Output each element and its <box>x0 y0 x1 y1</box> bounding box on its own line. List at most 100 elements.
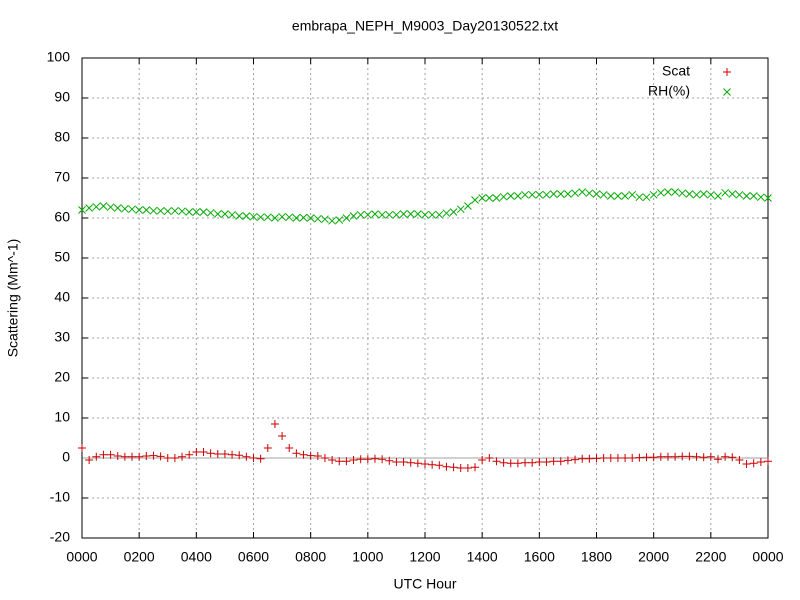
point <box>371 210 379 218</box>
point <box>735 190 744 199</box>
point <box>706 452 715 461</box>
point <box>335 457 344 466</box>
y-tick-label: 50 <box>54 249 70 265</box>
x-tick-label: 1400 <box>467 549 498 565</box>
point <box>99 450 108 459</box>
point <box>421 210 429 219</box>
point <box>135 206 144 214</box>
x-tick-label: 1000 <box>352 549 383 565</box>
point <box>528 190 537 199</box>
y-tick-label: 10 <box>54 409 70 425</box>
point <box>463 464 472 472</box>
point <box>671 452 680 461</box>
point <box>506 192 515 200</box>
y-tick-label: 40 <box>54 289 70 305</box>
chart-title: embrapa_NEPH_M9003_Day20130522.txt <box>292 18 558 34</box>
point <box>313 214 322 223</box>
point <box>492 457 501 466</box>
point <box>242 452 251 461</box>
y-tick-label: -20 <box>50 529 70 545</box>
point <box>764 457 772 466</box>
point <box>664 188 672 196</box>
point <box>306 214 315 222</box>
point <box>713 455 722 464</box>
point <box>699 190 708 198</box>
point <box>614 192 622 200</box>
point <box>142 452 151 460</box>
point <box>178 207 186 216</box>
point <box>421 460 429 468</box>
point <box>428 210 436 219</box>
point <box>313 452 322 460</box>
plot-frame <box>81 57 769 539</box>
point <box>549 190 558 198</box>
point <box>485 194 494 202</box>
point <box>513 459 522 468</box>
point <box>642 453 651 462</box>
legend-label: RH(%) <box>648 83 690 99</box>
point <box>542 458 551 466</box>
point <box>149 451 158 460</box>
point <box>178 452 187 461</box>
point <box>106 450 115 459</box>
point <box>678 452 687 461</box>
point <box>142 206 151 214</box>
point <box>514 192 522 200</box>
point <box>628 190 637 199</box>
point <box>756 458 765 466</box>
x-tick-label: 0400 <box>181 549 212 565</box>
point <box>406 458 415 467</box>
point <box>592 454 601 463</box>
point <box>349 212 358 220</box>
point <box>535 190 544 199</box>
y-tick-label: 20 <box>54 369 70 385</box>
point <box>99 202 108 210</box>
point <box>728 190 737 198</box>
point <box>521 190 529 199</box>
y-axis-label: Scattering (Mm^-1) <box>5 239 21 358</box>
point <box>385 456 394 465</box>
x-tick-label: 0000 <box>66 549 97 565</box>
point <box>635 193 644 202</box>
point <box>578 188 587 196</box>
point <box>635 453 644 462</box>
point <box>478 194 487 202</box>
point <box>206 449 215 458</box>
point <box>757 193 765 202</box>
point <box>78 206 86 214</box>
point <box>471 463 480 472</box>
point <box>378 455 387 464</box>
point <box>749 459 758 468</box>
point <box>85 204 93 212</box>
point <box>328 216 336 225</box>
point <box>120 452 129 461</box>
point <box>478 456 487 464</box>
point <box>263 213 272 222</box>
point <box>399 210 408 218</box>
point <box>485 454 494 462</box>
point <box>649 453 658 462</box>
point <box>613 454 622 462</box>
point <box>235 212 244 220</box>
x-tick-label: 1600 <box>524 549 555 565</box>
point <box>435 210 444 219</box>
point <box>413 459 422 468</box>
x-axis-label: UTC Hour <box>393 576 456 592</box>
point <box>249 454 258 462</box>
point <box>556 190 565 198</box>
point <box>499 192 508 201</box>
point <box>606 454 615 462</box>
x-tick-label: 2000 <box>638 549 669 565</box>
y-tick-label: 90 <box>54 89 70 105</box>
point <box>113 204 122 212</box>
y-tick-label: 60 <box>54 209 70 225</box>
point <box>349 456 358 464</box>
point <box>135 452 144 461</box>
point <box>278 212 286 221</box>
point <box>585 454 594 463</box>
x-tick-label: 1800 <box>581 549 612 565</box>
point <box>663 452 672 461</box>
point <box>113 452 122 460</box>
point <box>556 457 565 466</box>
